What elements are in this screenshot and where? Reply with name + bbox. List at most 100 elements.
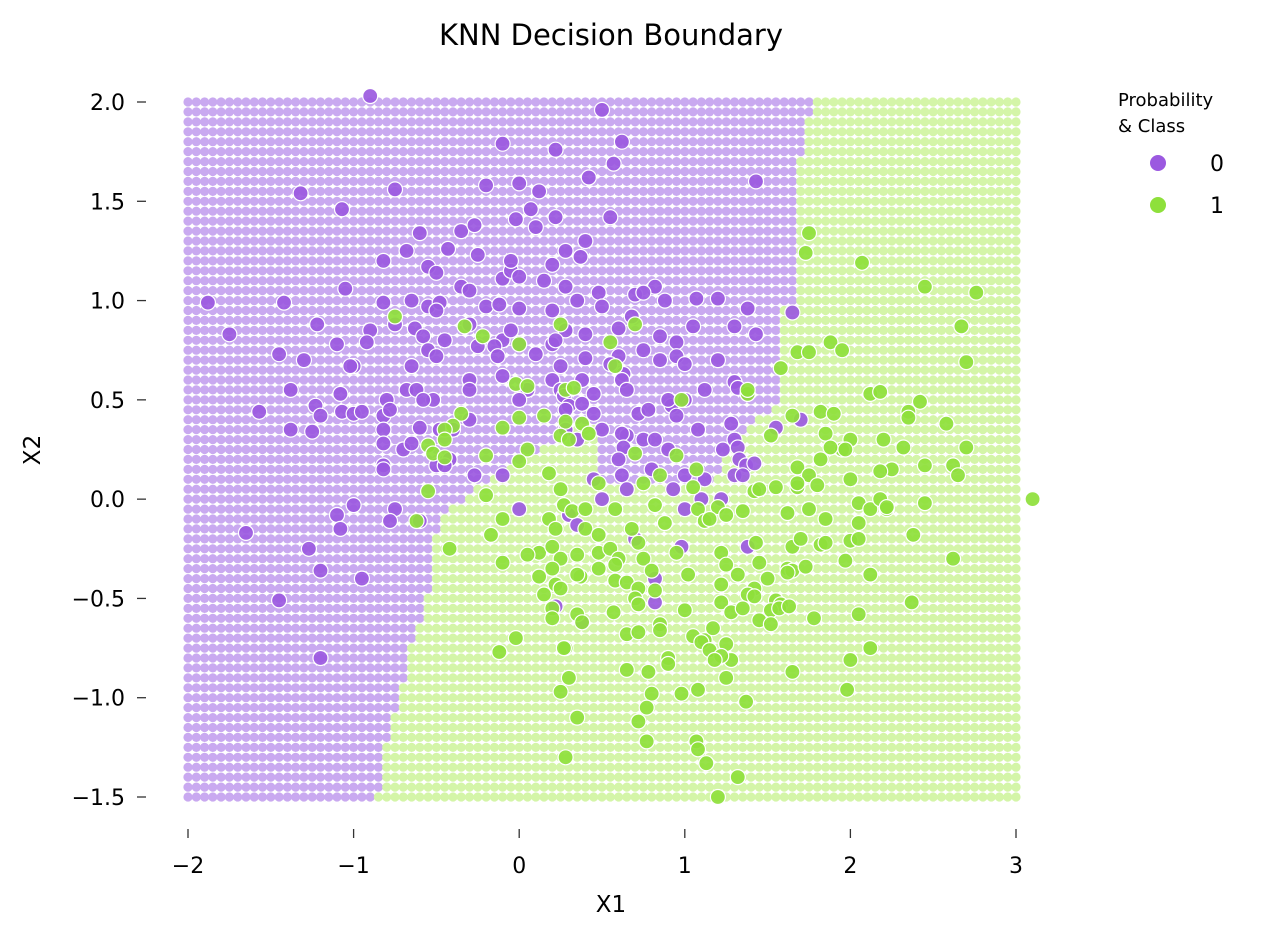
region-cell-class-0: [647, 375, 657, 385]
region-cell-class-1: [464, 633, 475, 643]
region-cell-class-0: [208, 564, 218, 574]
region-cell-class-0: [498, 405, 508, 415]
region-cell-class-1: [680, 623, 690, 633]
region-cell-class-1: [953, 653, 963, 663]
region-cell-class-0: [771, 335, 781, 345]
region-cell-class-0: [398, 514, 408, 524]
region-cell-class-1: [448, 504, 458, 514]
region-cell-class-1: [547, 633, 557, 643]
region-cell-class-0: [257, 732, 268, 743]
region-cell-class-1: [440, 792, 450, 802]
region-cell-class-0: [448, 365, 458, 375]
region-cell-class-0: [274, 484, 284, 494]
region-cell-class-0: [257, 375, 268, 385]
region-cell-class-0: [307, 713, 317, 723]
region-cell-class-0: [274, 782, 284, 792]
region-cell-class-1: [837, 583, 847, 594]
region-cell-class-1: [622, 782, 632, 792]
region-cell-class-1: [854, 564, 864, 574]
region-cell-class-0: [332, 782, 342, 792]
region-cell-class-1: [738, 742, 748, 753]
region-cell-class-1: [539, 762, 549, 772]
region-cell-class-0: [663, 375, 673, 385]
region-cell-class-1: [539, 742, 549, 753]
region-cell-class-1: [671, 772, 682, 782]
region-cell-class-1: [812, 633, 822, 643]
region-cell-class-0: [357, 683, 367, 693]
region-cell-class-1: [837, 633, 847, 643]
region-cell-class-1: [787, 623, 798, 633]
region-cell-class-1: [978, 703, 988, 713]
region-cell-class-1: [994, 335, 1005, 345]
region-cell-class-0: [266, 514, 276, 524]
region-cell-class-1: [970, 593, 980, 604]
region-cell-class-0: [365, 355, 375, 365]
region-cell-class-1: [970, 742, 980, 753]
region-cell-class-1: [589, 742, 599, 753]
region-cell-class-0: [340, 762, 350, 772]
region-cell-class-1: [771, 583, 781, 594]
region-cell-class-0: [357, 444, 367, 455]
region-cell-class-0: [274, 335, 284, 345]
region-cell-class-0: [382, 494, 392, 504]
region-cell-class-1: [713, 762, 723, 772]
region-cell-class-1: [464, 554, 475, 564]
region-cell-class-0: [332, 315, 342, 325]
region-cell-class-1: [456, 782, 466, 792]
region-cell-class-0: [274, 792, 284, 802]
region-cell-class-1: [688, 653, 698, 663]
region-cell-class-1: [887, 385, 897, 395]
region-cell-class-1: [1011, 593, 1021, 604]
region-cell-class-1: [481, 693, 491, 703]
region-cell-class-0: [241, 623, 251, 633]
region-cell-class-1: [473, 574, 483, 584]
region-cell-class-1: [870, 554, 880, 564]
region-cell-class-1: [580, 444, 591, 455]
region-cell-class-0: [489, 385, 499, 395]
region-cell-class-0: [622, 405, 632, 415]
region-cell-class-1: [961, 395, 971, 405]
region-cell-class-0: [183, 593, 193, 604]
region-cell-class-1: [821, 643, 831, 653]
region-cell-class-1: [705, 564, 715, 574]
region-cell-class-0: [382, 683, 392, 693]
region-cell-class-1: [506, 643, 516, 653]
region-cell-class-0: [249, 514, 259, 524]
region-cell-class-1: [663, 633, 673, 643]
region-cell-class-1: [821, 494, 831, 504]
region-cell-class-1: [829, 464, 839, 474]
region-cell-class-0: [705, 325, 715, 335]
region-cell-class-0: [249, 544, 259, 554]
region-cell-class-0: [448, 494, 458, 504]
region-cell-class-1: [688, 722, 698, 733]
region-cell-class-0: [233, 613, 243, 623]
region-cell-class-1: [970, 633, 980, 643]
region-cell-class-0: [357, 593, 367, 604]
region-cell-class-1: [556, 722, 566, 733]
region-cell-class-1: [854, 593, 864, 604]
region-cell-class-1: [630, 703, 640, 713]
region-cell-class-1: [945, 444, 955, 455]
region-cell-class-1: [589, 673, 599, 683]
region-cell-class-0: [307, 305, 317, 316]
region-cell-class-1: [754, 742, 764, 753]
region-cell-class-1: [920, 444, 930, 455]
region-cell-class-1: [862, 464, 872, 474]
region-cell-class-0: [291, 335, 301, 345]
region-cell-class-0: [522, 325, 533, 335]
region-cell-class-1: [398, 713, 408, 723]
region-cell-class-0: [224, 474, 234, 484]
region-cell-class-1: [837, 375, 847, 385]
region-cell-class-1: [597, 722, 607, 733]
region-cell-class-1: [812, 752, 822, 762]
region-cell-class-1: [514, 772, 524, 782]
region-cell-class-1: [936, 792, 947, 802]
region-cell-class-0: [373, 554, 383, 564]
region-cell-class-1: [498, 633, 508, 643]
region-cell-class-0: [597, 464, 607, 474]
region-cell-class-1: [829, 643, 839, 653]
region-cell-class-1: [589, 683, 599, 693]
region-cell-class-0: [315, 385, 326, 395]
region-cell-class-1: [812, 365, 822, 375]
region-cell-class-0: [456, 484, 466, 494]
